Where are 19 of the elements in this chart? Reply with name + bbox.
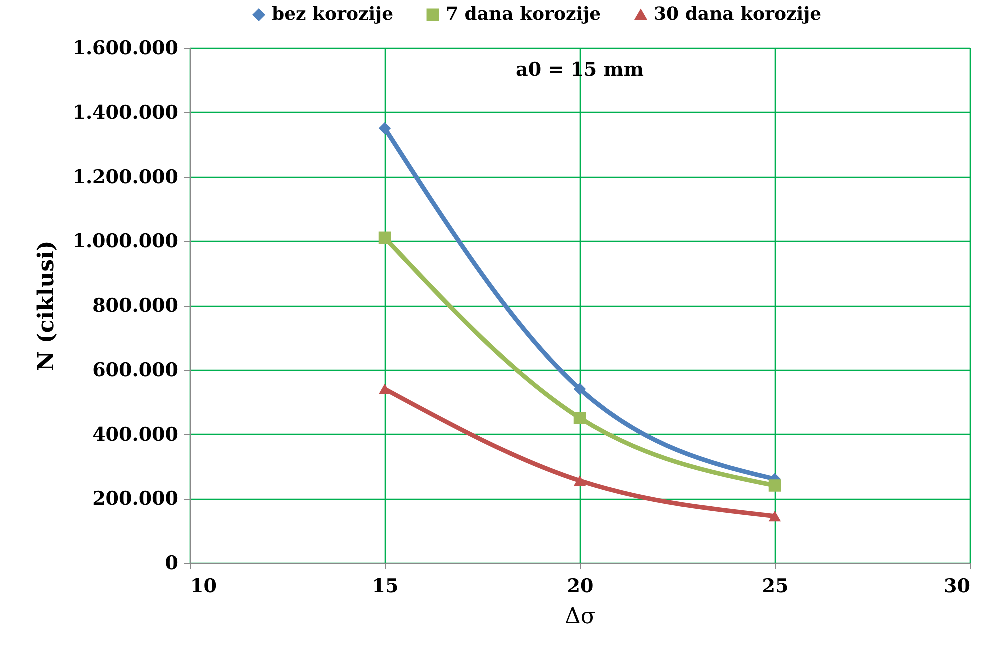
legend-label: 30 dana korozije <box>654 4 822 25</box>
y-tick-label: 0 <box>165 552 178 574</box>
x-tick-label: 15 <box>372 576 399 598</box>
y-tick-label: 200.000 <box>92 488 178 510</box>
y-axis-title: N (ciklusi) <box>34 240 60 372</box>
x-tick-label: 20 <box>567 576 594 598</box>
x-tick-label: 25 <box>762 576 789 598</box>
y-tick-label: 1.600.000 <box>72 38 178 60</box>
legend-label: 7 dana korozije <box>446 4 602 25</box>
y-tick-label: 1.200.000 <box>72 166 178 188</box>
x-tick-label: 30 <box>944 576 970 598</box>
x-axis-title: Δσ <box>565 604 596 630</box>
y-tick-label: 400.000 <box>92 424 178 446</box>
x-tick-label: 10 <box>190 576 217 598</box>
y-tick-label: 1.000.000 <box>72 230 178 253</box>
legend-label: bez korozije <box>272 4 394 25</box>
y-tick-label: 800.000 <box>92 295 178 317</box>
y-tick-label: 1.400.000 <box>72 102 178 124</box>
y-tick-label: 600.000 <box>92 359 178 382</box>
